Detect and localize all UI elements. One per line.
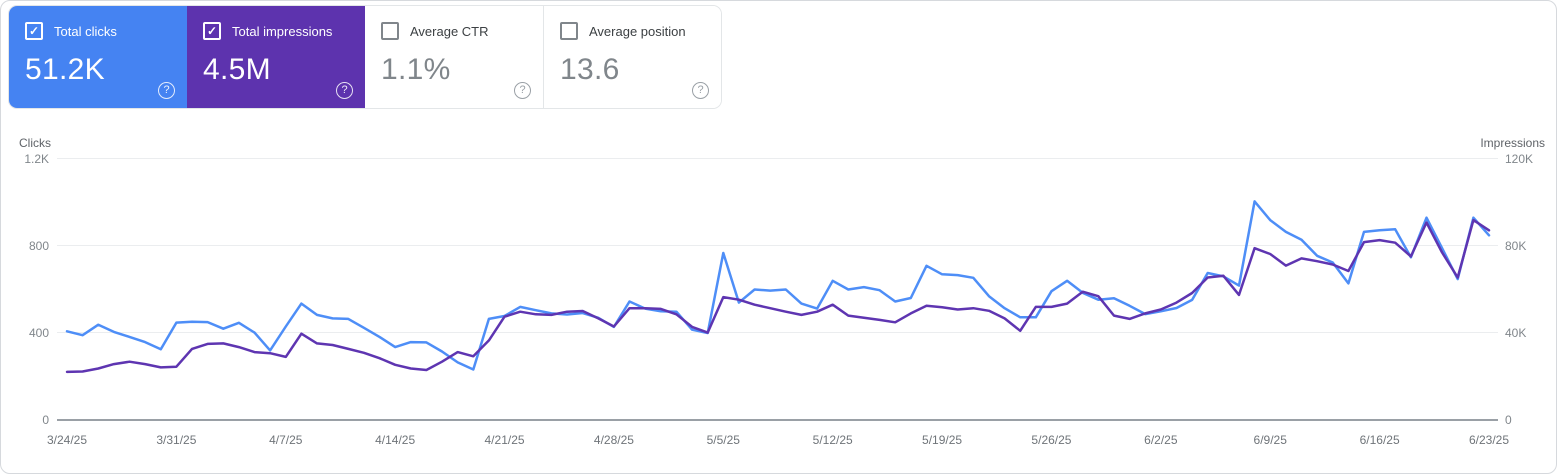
x-axis-tick: 3/31/25 [156,433,197,447]
card-label: Average position [589,23,686,39]
card-label: Total impressions [232,23,333,39]
right-axis-tick: 120K [1505,152,1534,166]
x-axis-line [57,419,1498,421]
card-value: 51.2K [25,53,105,86]
checkmark-icon: ✓ [28,24,40,38]
card-value: 4.5M [203,53,271,86]
gridline [57,332,1498,333]
x-axis-tick: 6/9/25 [1253,433,1287,447]
help-icon[interactable]: ? [336,82,353,99]
card-total-impressions[interactable]: ✓ Total impressions 4.5M ? [187,6,365,108]
left-axis-tick: 1.2K [24,152,49,166]
x-axis-tick: 6/2/25 [1144,433,1178,447]
checkmark-icon: ✓ [206,24,218,38]
help-icon[interactable]: ? [514,82,531,99]
series-line-total-clicks [65,200,1491,371]
right-axis-title: Impressions [1480,136,1545,150]
left-axis-tick: 400 [28,326,49,340]
card-average-ctr[interactable]: Average CTR 1.1% ? [365,6,543,108]
card-average-position[interactable]: Average position 13.6 ? [543,6,721,108]
x-axis-tick: 4/7/25 [269,433,303,447]
card-header: Average CTR [381,22,529,40]
right-axis-tick: 0 [1505,413,1512,427]
x-axis-tick: 4/28/25 [593,433,634,447]
card-total-clicks[interactable]: ✓ Total clicks 51.2K ? [9,6,187,108]
left-axis-title: Clicks [19,136,51,150]
average-ctr-checkbox[interactable] [381,22,399,40]
x-axis-tick: 5/12/25 [812,433,853,447]
right-axis-tick: 80K [1505,239,1527,253]
x-axis-tick: 3/24/25 [46,433,88,447]
card-value: 1.1% [381,53,451,86]
gridline [57,245,1498,246]
x-axis-tick: 6/23/25 [1468,433,1510,447]
average-position-checkbox[interactable] [560,22,578,40]
total-impressions-checkbox[interactable]: ✓ [203,22,221,40]
metric-cards: ✓ Total clicks 51.2K ? ✓ Total impressio… [9,6,721,108]
card-header: Average position [560,22,707,40]
performance-line-chart[interactable] [57,159,1498,420]
x-axis-tick: 5/19/25 [922,433,963,447]
right-axis-tick: 40K [1505,326,1527,340]
help-icon[interactable]: ? [158,82,175,99]
series-line-total-impressions [65,218,1491,374]
x-axis-tick: 4/21/25 [484,433,525,447]
gridline [57,158,1498,159]
help-icon[interactable]: ? [692,82,709,99]
card-label: Total clicks [54,23,117,39]
left-axis-tick: 800 [28,239,49,253]
total-clicks-checkbox[interactable]: ✓ [25,22,43,40]
left-axis-tick: 0 [42,413,49,427]
card-header: ✓ Total impressions [203,22,351,40]
x-axis-tick: 5/5/25 [706,433,740,447]
card-label: Average CTR [410,23,489,39]
card-header: ✓ Total clicks [25,22,173,40]
x-axis-tick: 5/26/25 [1031,433,1072,447]
card-value: 13.6 [560,53,620,86]
x-axis-tick: 6/16/25 [1359,433,1400,447]
x-axis-tick: 4/14/25 [375,433,416,447]
